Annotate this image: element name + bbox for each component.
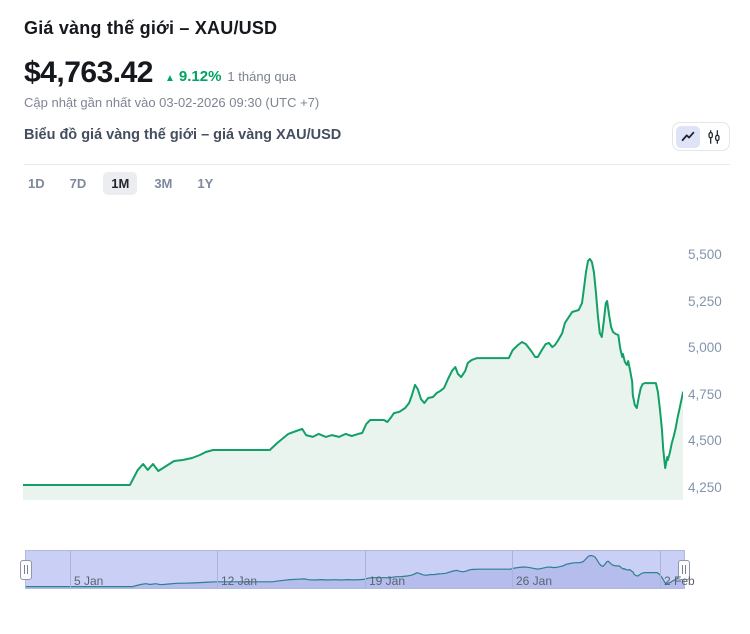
range-tab-7d[interactable]: 7D: [62, 172, 95, 195]
change-period-label: 1 tháng qua: [227, 68, 297, 84]
y-axis-tick: 5,250: [688, 293, 722, 309]
y-axis-tick: 4,500: [688, 433, 722, 449]
chart-type-toggle: [672, 122, 730, 151]
navigator-left-handle[interactable]: [20, 559, 32, 580]
navigator-date-label: 2 Feb: [664, 574, 695, 588]
main-chart[interactable]: [23, 235, 683, 505]
range-tab-1d[interactable]: 1D: [20, 172, 53, 195]
navigator-gridline: [217, 551, 218, 588]
line-chart-icon: [681, 131, 695, 141]
up-arrow-icon: ▲: [164, 72, 175, 84]
navigator-right-handle[interactable]: [678, 559, 690, 580]
range-tabs: 1D 7D 1M 3M 1Y: [20, 172, 221, 195]
page-title: Giá vàng thế giới – XAU/USD: [24, 18, 278, 38]
navigator-date-label: 5 Jan: [74, 574, 104, 588]
range-tab-1y[interactable]: 1Y: [189, 172, 221, 195]
navigator-line: [26, 554, 684, 588]
y-axis-tick: 4,250: [688, 480, 722, 495]
navigator-mini-chart: [26, 554, 684, 588]
y-axis-tick: 5,500: [688, 247, 722, 262]
navigator-date-label: 12 Jan: [221, 574, 258, 588]
range-tab-3m[interactable]: 3M: [146, 172, 180, 195]
candlestick-chart-button[interactable]: [702, 126, 726, 148]
price-change: ▲ 9.12% 1 tháng qua: [165, 68, 296, 85]
y-axis-tick: 5,000: [688, 340, 722, 356]
navigator-date-label: 19 Jan: [369, 574, 406, 588]
chart-subtitle: Biểu đồ giá vàng thế giới – giá vàng XAU…: [24, 127, 342, 143]
area-fill: [23, 258, 683, 500]
y-axis-tick: 4,750: [688, 386, 722, 402]
change-percent: 9.12%: [178, 67, 222, 85]
line-chart-button[interactable]: [676, 125, 700, 148]
price-area-chart[interactable]: [23, 235, 683, 505]
navigator-gridline: [660, 551, 661, 588]
price-row: $4,763.42 ▲ 9.12% 1 tháng qua: [24, 56, 296, 90]
navigator-date-label: 26 Jan: [516, 574, 553, 588]
current-price: $4,763.42: [24, 56, 153, 89]
navigator-gridline: [70, 551, 71, 588]
range-tab-1m[interactable]: 1M: [103, 172, 138, 195]
price-line: [23, 257, 683, 486]
range-navigator[interactable]: 5 Jan 12 Jan 19 Jan 26 Jan 2 Feb: [20, 550, 695, 589]
divider: [24, 164, 730, 165]
last-updated-text: Cập nhật gần nhất vào 03-02-2026 09:30 (…: [24, 95, 320, 110]
candlestick-icon: [708, 129, 720, 144]
navigator-area-fill: [26, 555, 684, 588]
navigator-gridline: [365, 551, 366, 588]
navigator-gridline: [512, 551, 513, 588]
